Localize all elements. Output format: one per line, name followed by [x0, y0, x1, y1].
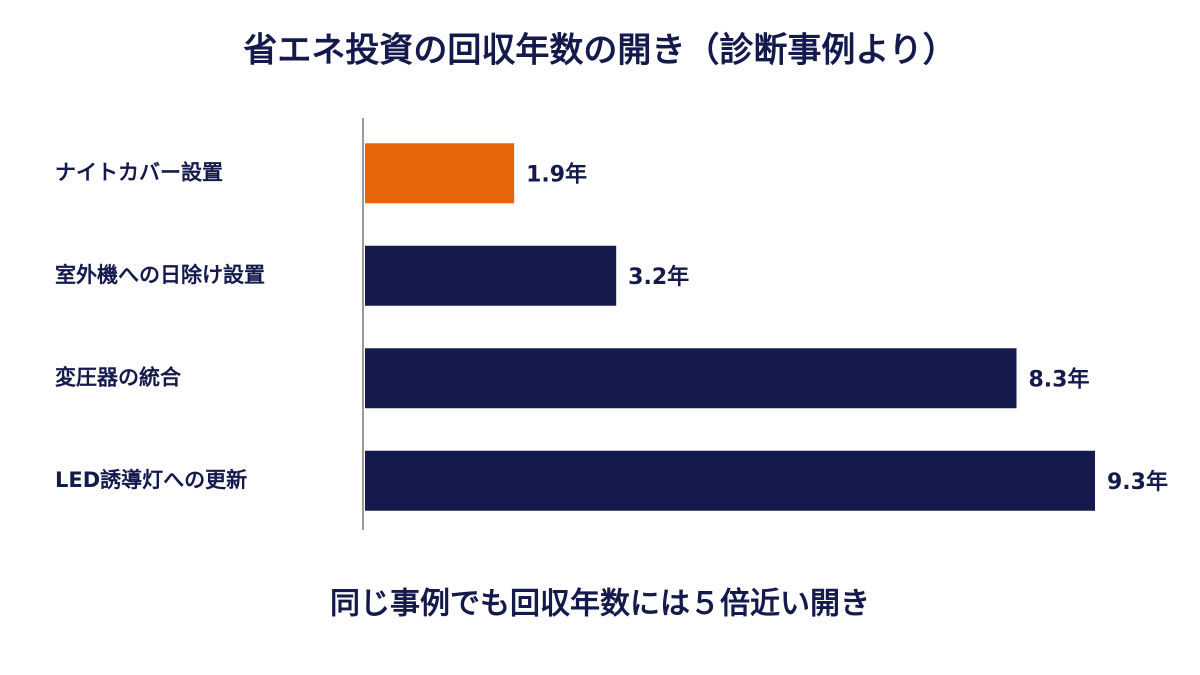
bar: [365, 143, 515, 204]
annotation: 同じ事例でも回収年数には５倍近い開き: [330, 587, 870, 622]
category-label: 変圧器の統合: [55, 365, 182, 389]
value-label: 3.2年: [628, 264, 689, 290]
value-label: 1.9年: [526, 161, 587, 187]
bar: [365, 450, 1095, 511]
value-label: 9.3年: [1107, 469, 1168, 495]
category-label: 室外機への日除け設置: [55, 263, 265, 287]
category-label: LED誘導灯への更新: [55, 468, 247, 492]
bar: [365, 245, 617, 306]
value-label: 8.3年: [1029, 366, 1090, 392]
bar: [365, 348, 1017, 409]
chart-title: 省エネ投資の回収年数の開き（診断事例より）: [243, 31, 956, 71]
category-label: ナイトカバー設置: [55, 160, 223, 184]
